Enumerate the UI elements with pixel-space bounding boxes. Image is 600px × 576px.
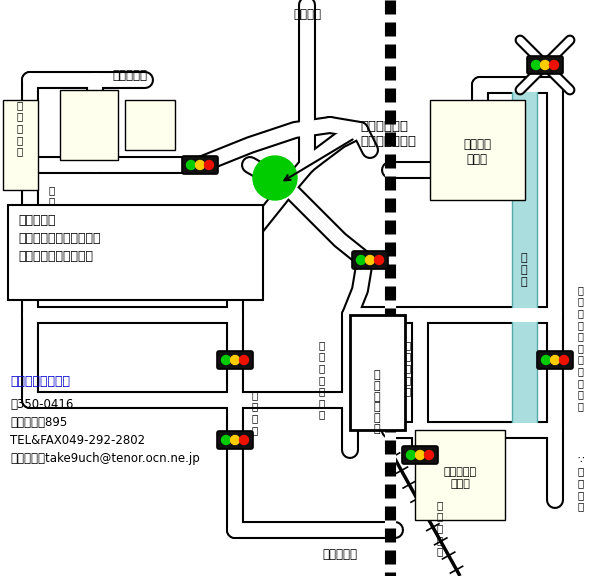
- Text: 県
道
飯
能
寄
居
線
バ
イ
パ
ス: 県 道 飯 能 寄 居 線 バ イ パ ス: [578, 285, 584, 411]
- FancyBboxPatch shape: [537, 351, 573, 369]
- Circle shape: [365, 256, 374, 264]
- Circle shape: [230, 355, 239, 365]
- FancyBboxPatch shape: [402, 446, 438, 464]
- Text: 越
生
町: 越 生 町: [49, 185, 55, 218]
- Circle shape: [221, 355, 230, 365]
- Circle shape: [253, 156, 297, 200]
- Circle shape: [374, 256, 383, 264]
- Circle shape: [356, 256, 365, 264]
- Text: 【駐車場】
事務所前に２台分の駐車
スペースがあります。: 【駐車場】 事務所前に２台分の駐車 スペースがあります。: [18, 214, 101, 263]
- Bar: [430, 100, 525, 200]
- Circle shape: [187, 161, 196, 169]
- Circle shape: [551, 355, 560, 365]
- FancyBboxPatch shape: [352, 251, 388, 269]
- FancyBboxPatch shape: [217, 431, 253, 449]
- Text: 乙
法
圀
寺: 乙 法 圀 寺: [252, 390, 258, 435]
- Circle shape: [239, 355, 248, 365]
- Bar: [60, 90, 118, 160]
- FancyBboxPatch shape: [217, 351, 253, 369]
- FancyBboxPatch shape: [527, 56, 563, 74]
- Text: 越
辺
川: 越 辺 川: [521, 253, 527, 287]
- Text: ∵
山
吹
の
里: ∵ 山 吹 の 里: [577, 455, 584, 511]
- Text: カインズ
ホーム: カインズ ホーム: [463, 138, 491, 166]
- Text: 東
武
越
生
線: 東 武 越 生 線: [437, 500, 443, 556]
- Circle shape: [230, 435, 239, 445]
- Text: 〒350-0416
越生町越生895
TEL&FAX049-292-2802
〔メール〕take9uch@tenor.ocn.ne.jp: 〒350-0416 越生町越生895 TEL&FAX049-292-2802 〔…: [10, 398, 200, 465]
- Bar: [415, 430, 505, 520]
- Circle shape: [415, 450, 425, 460]
- Text: 至小川町: 至小川町: [293, 8, 321, 21]
- Circle shape: [532, 60, 541, 70]
- Circle shape: [239, 435, 248, 445]
- Circle shape: [560, 355, 569, 365]
- FancyBboxPatch shape: [182, 156, 218, 174]
- Circle shape: [541, 60, 550, 70]
- Text: 県
道
飯
能
寄
居
線: 県 道 飯 能 寄 居 線: [319, 340, 325, 419]
- Text: 越生町役場: 越生町役場: [113, 69, 148, 82]
- Text: 中
央
公
民
館: 中 央 公 民 館: [17, 100, 23, 157]
- Bar: [125, 100, 175, 150]
- Circle shape: [425, 450, 433, 460]
- Circle shape: [196, 161, 205, 169]
- Text: 【住所・連絡先】: 【住所・連絡先】: [10, 375, 70, 388]
- Bar: [8, 205, 263, 300]
- Circle shape: [221, 435, 230, 445]
- Circle shape: [550, 60, 559, 70]
- Text: 里の駅おごせ: 里の駅おごせ: [195, 268, 235, 278]
- Bar: [512, 85, 537, 430]
- Bar: [185, 205, 245, 260]
- Bar: [3, 100, 38, 190]
- Text: 越
お
こ
せ
生
駅: 越 お こ せ 生 駅: [374, 370, 380, 434]
- Text: 至毛呂山町: 至毛呂山町: [323, 548, 358, 561]
- Circle shape: [407, 450, 415, 460]
- Bar: [350, 315, 405, 430]
- Circle shape: [542, 355, 551, 365]
- Circle shape: [205, 161, 214, 169]
- Text: 武内まさふみ
県政調査事務所: 武内まさふみ 県政調査事務所: [360, 120, 416, 148]
- Text: Ｊ
Ｒ
八
高
線: Ｊ Ｒ 八 高 線: [405, 340, 411, 396]
- Text: ウェルシア
越生店: ウェルシア 越生店: [443, 467, 476, 489]
